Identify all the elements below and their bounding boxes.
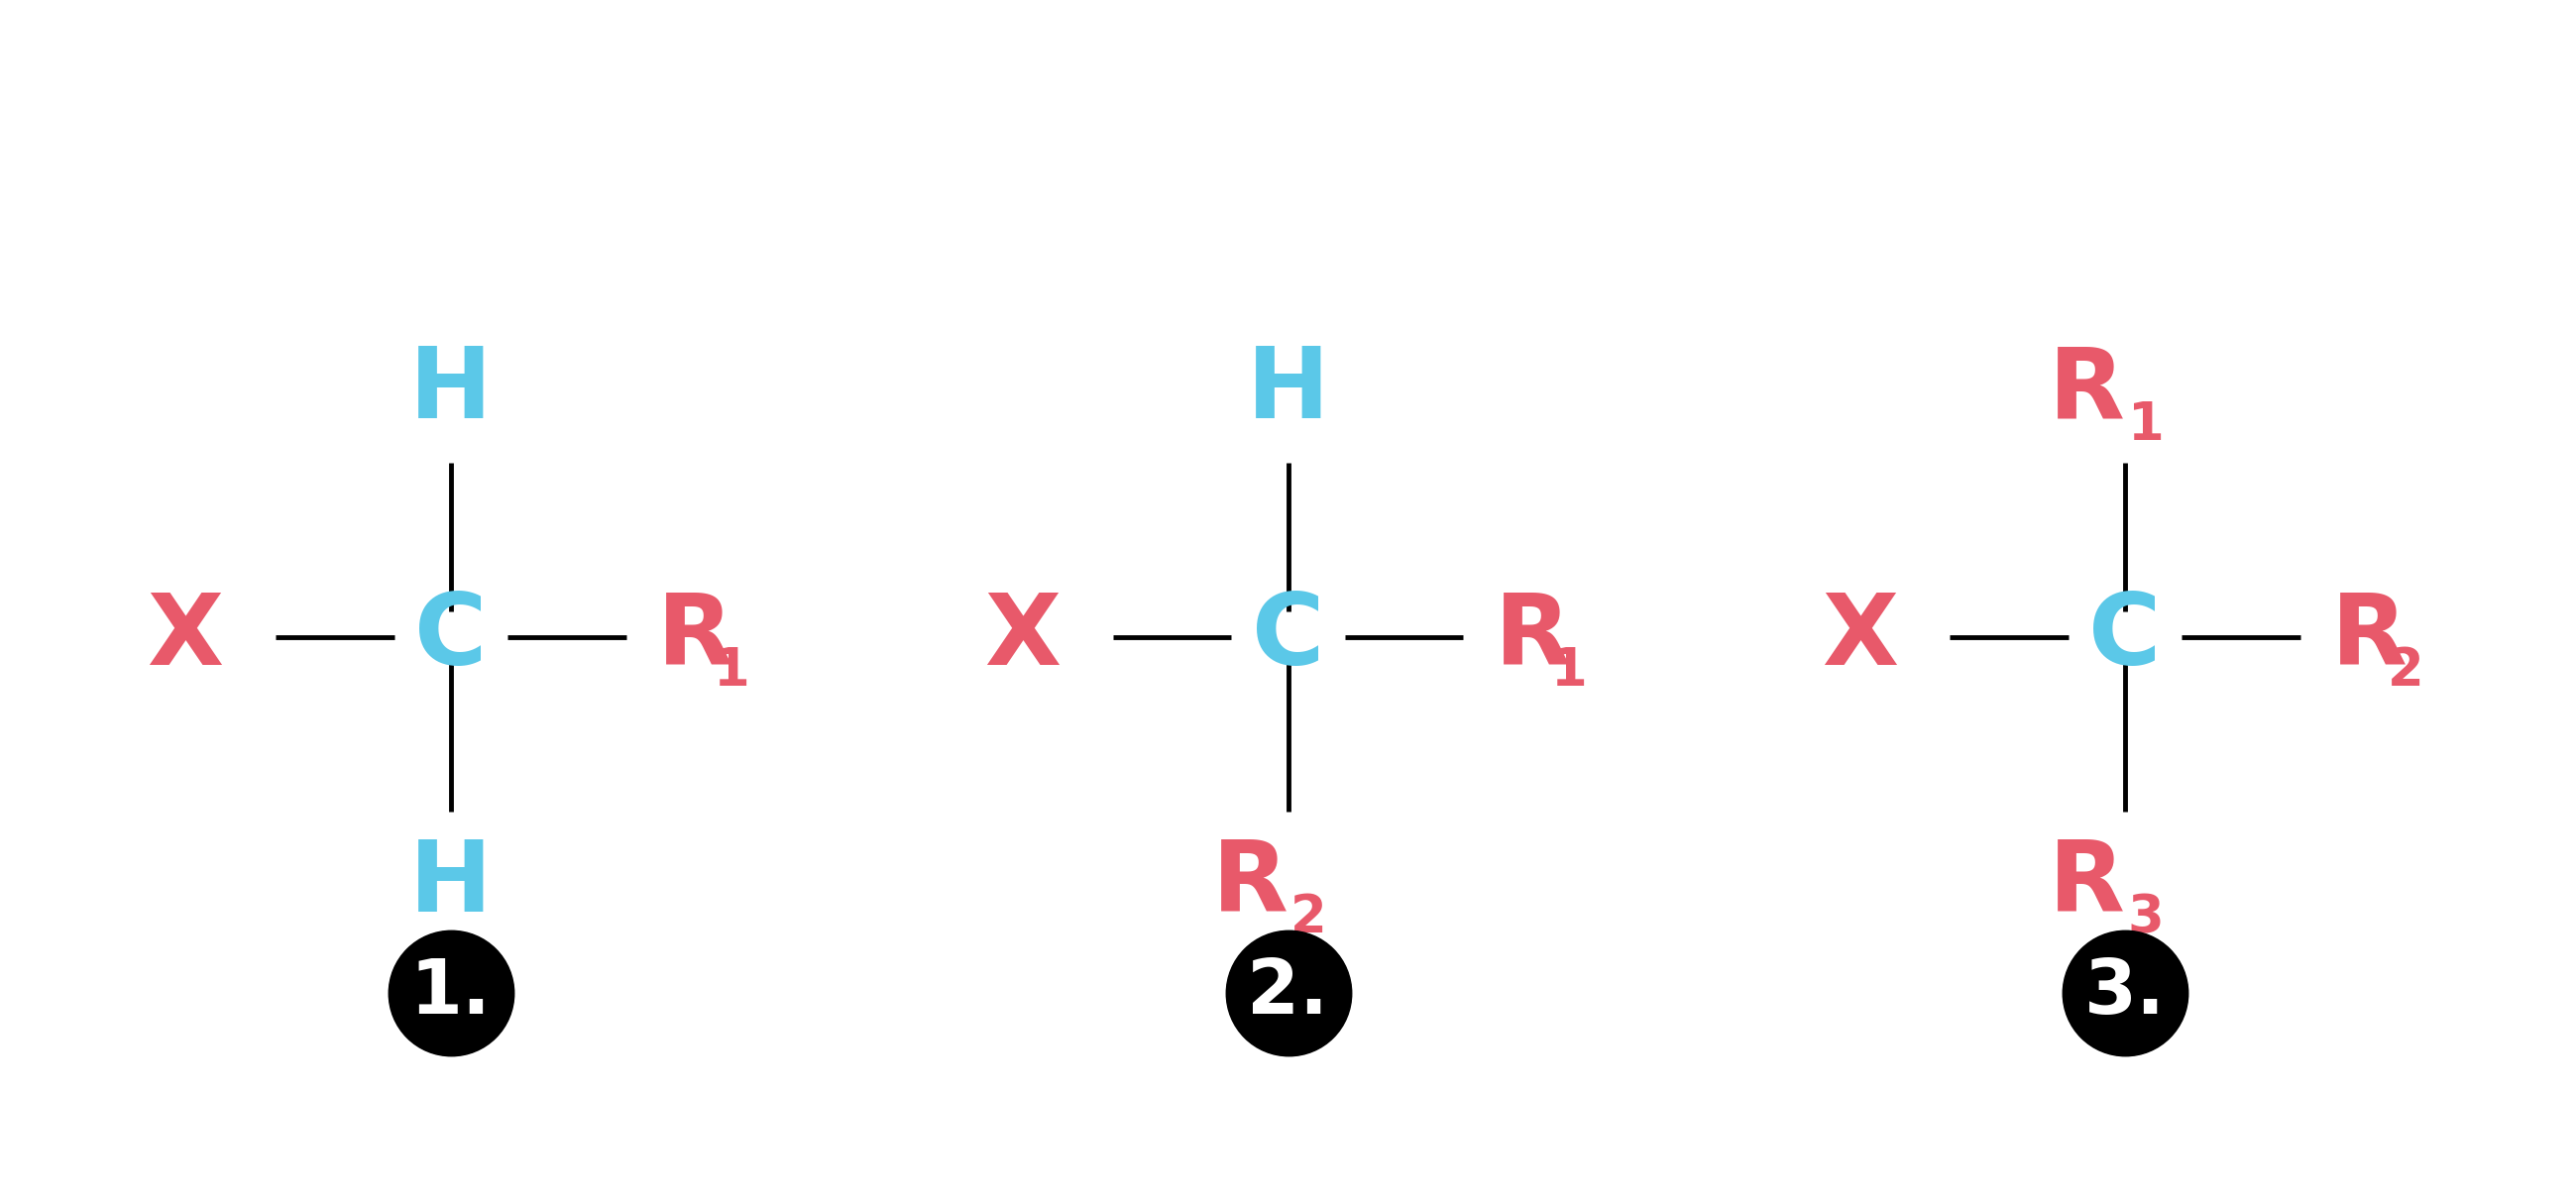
Text: H: H	[410, 343, 492, 439]
Text: 1: 1	[714, 646, 750, 697]
Text: 3: 3	[2128, 893, 2164, 943]
Text: R: R	[2048, 343, 2125, 439]
Text: R: R	[2331, 589, 2409, 686]
Text: 3.: 3.	[2084, 956, 2166, 1029]
Text: X: X	[1821, 589, 1899, 686]
Text: X: X	[984, 589, 1061, 686]
Text: R: R	[657, 589, 734, 686]
Text: C: C	[415, 589, 487, 686]
Text: 2: 2	[1291, 893, 1327, 943]
Text: 1: 1	[1551, 646, 1587, 697]
Text: 1.: 1.	[410, 956, 492, 1029]
Text: C: C	[2089, 589, 2161, 686]
Text: R: R	[1211, 836, 1288, 932]
Text: H: H	[410, 836, 492, 932]
Point	[430, 983, 471, 1002]
Text: R: R	[1494, 589, 1571, 686]
Text: C: C	[1252, 589, 1324, 686]
Text: 2.: 2.	[1247, 956, 1329, 1029]
Point	[1267, 983, 1309, 1002]
Text: X: X	[147, 589, 224, 686]
Text: 1: 1	[2128, 399, 2164, 450]
Point	[2105, 983, 2146, 1002]
Text: H: H	[1247, 343, 1329, 439]
Text: R: R	[2048, 836, 2125, 932]
Text: 2: 2	[2388, 646, 2424, 697]
